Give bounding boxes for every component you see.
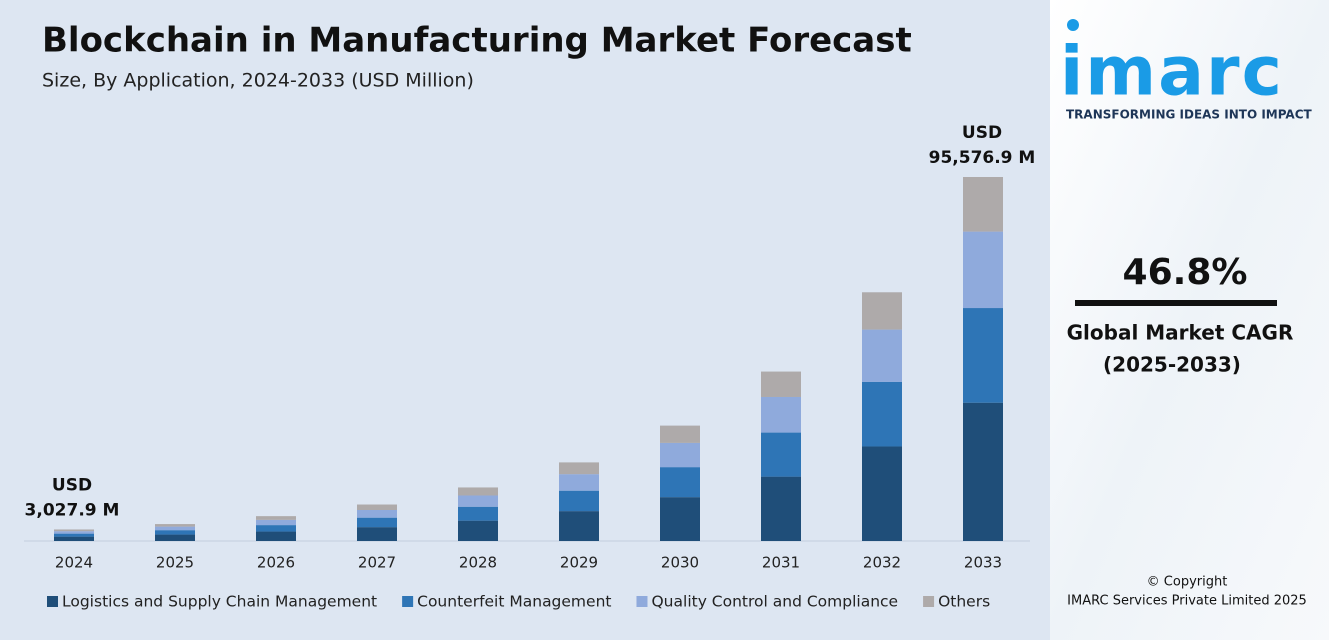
bar-segment (660, 467, 700, 498)
x-tick-label: 2025 (156, 554, 194, 572)
total-label: USD (962, 123, 1002, 143)
bar-segment (357, 504, 397, 510)
logo-dot (1067, 19, 1079, 31)
bar-segment (54, 536, 94, 541)
bar-segment (357, 509, 397, 518)
bar-segment (660, 442, 700, 468)
bar-segment (256, 516, 296, 520)
bar-segment (761, 371, 801, 397)
legend-label: Quality Control and Compliance (651, 593, 898, 611)
x-tick-label: 2033 (964, 554, 1002, 572)
legend-swatch (402, 596, 414, 607)
bar-segment (963, 308, 1003, 403)
copyright: © Copyright (1147, 575, 1228, 590)
bar-segment (54, 533, 94, 537)
bar-segment (559, 462, 599, 475)
bar-segment (559, 474, 599, 491)
bar-segment (559, 511, 599, 541)
bar-segment (660, 497, 700, 541)
bar-segment (458, 487, 498, 496)
x-tick-label: 2027 (358, 554, 396, 572)
bar-segment (256, 519, 296, 526)
tagline: TRANSFORMING IDEAS INTO IMPACT (1066, 108, 1313, 122)
legend-label: Counterfeit Management (417, 593, 611, 611)
bar-segment (862, 446, 902, 541)
chart-subtitle: Size, By Application, 2024-2033 (USD Mil… (42, 70, 474, 92)
x-tick-label: 2028 (459, 554, 497, 572)
bar-segment (761, 432, 801, 477)
bar-segment (256, 531, 296, 541)
total-label: USD (52, 475, 92, 495)
bar-segment (761, 476, 801, 541)
bar-segment (458, 506, 498, 521)
bar-segment (357, 517, 397, 528)
x-tick-label: 2031 (762, 554, 800, 572)
bar-segment (458, 495, 498, 507)
x-tick-label: 2024 (55, 554, 93, 572)
x-tick-label: 2026 (257, 554, 295, 572)
legend-swatch (636, 596, 648, 607)
bar-segment (761, 396, 801, 433)
cagr-period: (2025-2033) (1103, 353, 1241, 377)
x-tick-label: 2030 (661, 554, 699, 572)
copyright-owner: IMARC Services Private Limited 2025 (1067, 594, 1307, 609)
chart-title: Blockchain in Manufacturing Market Forec… (42, 21, 912, 61)
bar-segment (155, 524, 195, 527)
bar-segment (54, 531, 94, 534)
legend-swatch (47, 596, 58, 607)
bar-segment (155, 526, 195, 531)
x-tick-label: 2032 (863, 554, 901, 572)
bar-segment (155, 534, 195, 541)
cagr-rule (1075, 300, 1277, 306)
bar-segment (155, 530, 195, 535)
bar-segment (54, 529, 94, 532)
bar-segment (256, 525, 296, 532)
bar-segment (862, 292, 902, 330)
bar-segment (963, 177, 1003, 232)
total-label: 3,027.9 M (25, 500, 120, 520)
total-label: 95,576.9 M (929, 148, 1036, 168)
sidebar-background (1050, 0, 1329, 640)
logo: imarc (1060, 33, 1284, 112)
bar-segment (963, 402, 1003, 541)
legend-label: Logistics and Supply Chain Management (62, 593, 377, 611)
bar-segment (660, 425, 700, 443)
bar-segment (862, 329, 902, 382)
cagr-label: Global Market CAGR (1067, 321, 1294, 345)
bar-segment (963, 231, 1003, 309)
bar-segment (559, 490, 599, 512)
legend-label: Others (938, 593, 990, 611)
bar-segment (357, 527, 397, 541)
x-tick-label: 2029 (560, 554, 598, 572)
bar-segment (862, 381, 902, 447)
legend-swatch (923, 596, 935, 607)
bar-segment (458, 520, 498, 541)
cagr-value: 46.8% (1123, 252, 1248, 293)
